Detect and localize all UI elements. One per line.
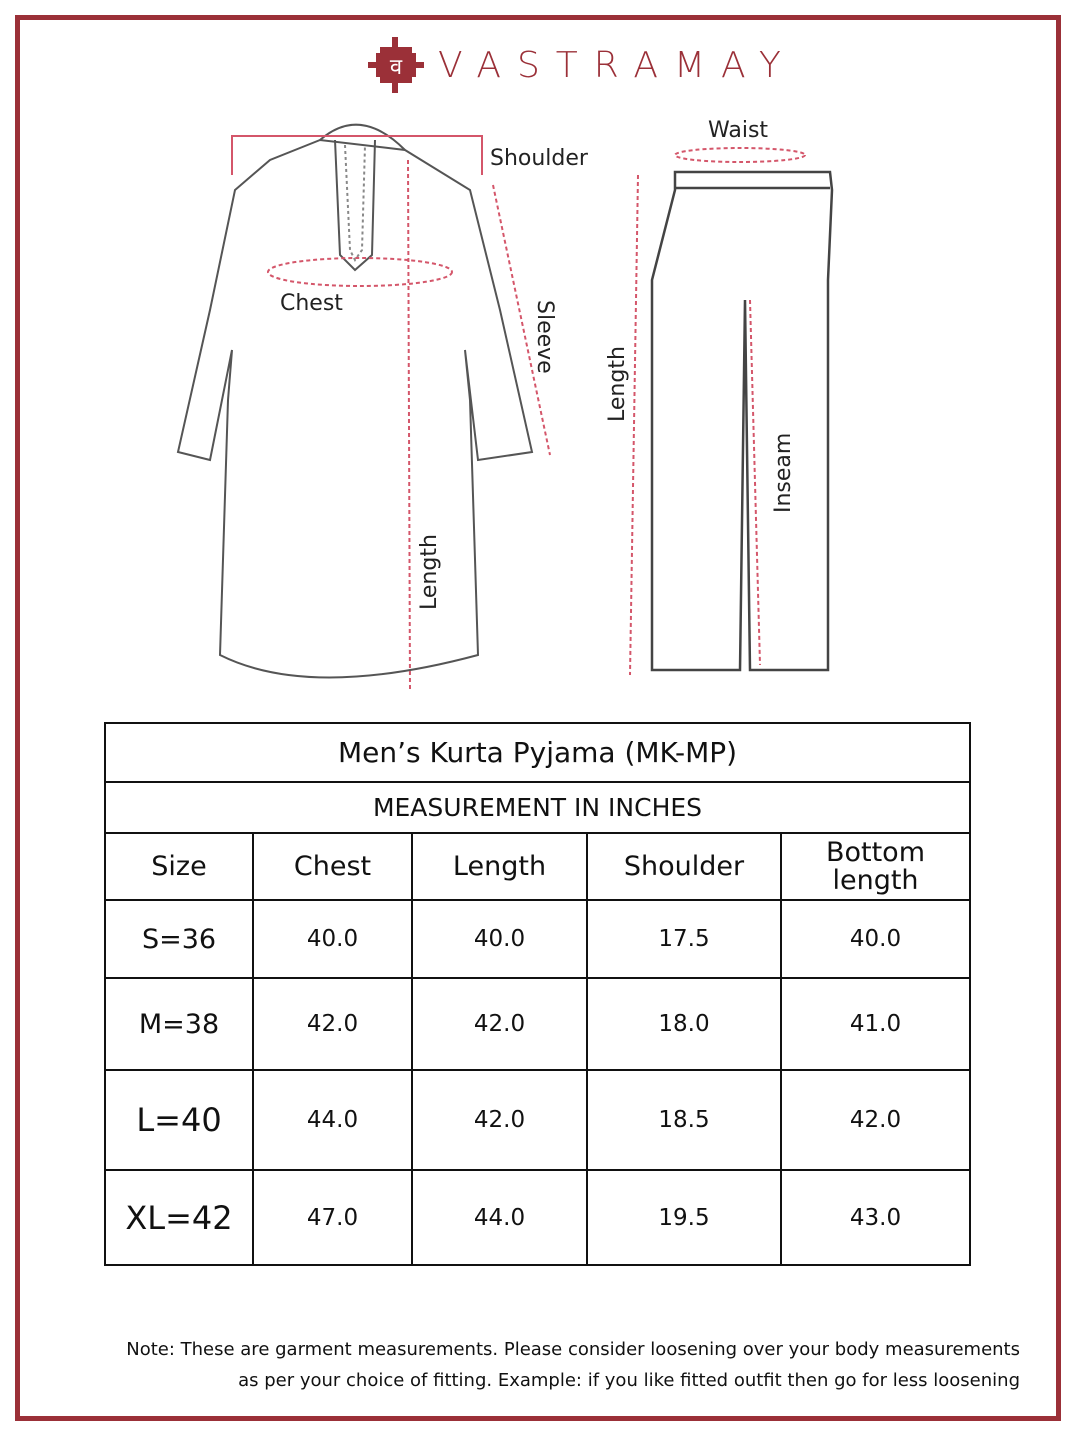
cell-size: XL=42 xyxy=(104,1169,254,1266)
note-line-2: as per your choice of fitting. Example: … xyxy=(238,1370,1020,1391)
table-row: L=40 44.0 42.0 18.5 42.0 xyxy=(104,1069,971,1171)
cell-chest: 44.0 xyxy=(252,1069,413,1171)
cell-length: 44.0 xyxy=(411,1169,588,1266)
note-line-1: Note: These are garment measurements. Pl… xyxy=(126,1339,1020,1360)
header-length: Length xyxy=(411,832,588,901)
cell-size: L=40 xyxy=(104,1069,254,1171)
garment-diagram: Shoulder Chest Sleeve Length Waist Lengt… xyxy=(176,118,834,691)
kurta-illustration xyxy=(176,123,534,679)
cell-size: M=38 xyxy=(104,977,254,1071)
svg-text:व: व xyxy=(390,55,403,80)
label-sleeve: Sleeve xyxy=(532,300,557,374)
header-chest: Chest xyxy=(252,832,413,901)
table-row: XL=42 47.0 44.0 19.5 43.0 xyxy=(104,1169,971,1266)
cell-bottom-length: 40.0 xyxy=(780,899,971,979)
cell-chest: 47.0 xyxy=(252,1169,413,1266)
label-inseam: Inseam xyxy=(771,433,796,513)
cell-size: S=36 xyxy=(104,899,254,979)
label-chest: Chest xyxy=(280,291,343,316)
logo-emblem-icon: व xyxy=(368,37,424,93)
cell-length: 40.0 xyxy=(411,899,588,979)
cell-shoulder: 18.5 xyxy=(586,1069,782,1171)
label-shoulder: Shoulder xyxy=(490,146,589,171)
cell-bottom-length: 41.0 xyxy=(780,977,971,1071)
fit-note: Note: These are garment measurements. Pl… xyxy=(40,1334,1020,1396)
cell-chest: 40.0 xyxy=(252,899,413,979)
cell-shoulder: 18.0 xyxy=(586,977,782,1071)
header-shoulder: Shoulder xyxy=(586,832,782,901)
table-header-row: Size Chest Length Shoulder Bottom length xyxy=(104,832,971,901)
kurta-measure-lines xyxy=(231,135,551,691)
cell-bottom-length: 42.0 xyxy=(780,1069,971,1171)
label-kurta-length: Length xyxy=(417,534,442,610)
cell-shoulder: 17.5 xyxy=(586,899,782,979)
brand-logo: व VASTRAMAY xyxy=(368,36,797,94)
table-row: S=36 40.0 40.0 17.5 40.0 xyxy=(104,899,971,979)
cell-length: 42.0 xyxy=(411,1069,588,1171)
table-title: Men’s Kurta Pyjama (MK-MP) xyxy=(104,722,971,783)
label-pyjama-length: Length xyxy=(605,346,630,422)
cell-chest: 42.0 xyxy=(252,977,413,1071)
pyjama-measure-lines xyxy=(629,147,806,676)
header-bottom-length: Bottom length xyxy=(780,832,971,901)
pyjama-illustration xyxy=(650,170,834,672)
cell-shoulder: 19.5 xyxy=(586,1169,782,1266)
label-waist: Waist xyxy=(708,118,768,143)
cell-bottom-length: 43.0 xyxy=(780,1169,971,1266)
table-subtitle: MEASUREMENT IN INCHES xyxy=(104,781,971,834)
header-size: Size xyxy=(104,832,254,901)
size-chart-table: Men’s Kurta Pyjama (MK-MP) MEASUREMENT I… xyxy=(104,722,971,1266)
brand-name: VASTRAMAY xyxy=(438,44,797,86)
table-row: M=38 42.0 42.0 18.0 41.0 xyxy=(104,977,971,1071)
cell-length: 42.0 xyxy=(411,977,588,1071)
page-border xyxy=(15,15,1061,1421)
